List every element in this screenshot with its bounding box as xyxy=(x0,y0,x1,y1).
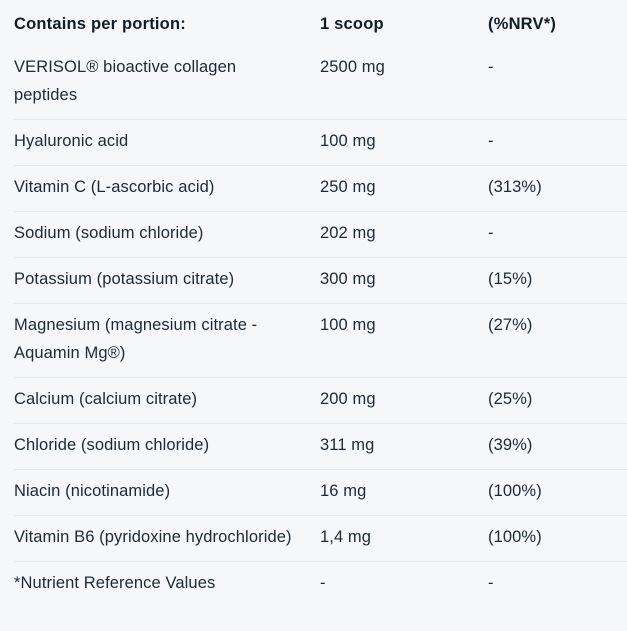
header-nrv-percent: (%NRV*) xyxy=(488,15,557,33)
ingredient-amount: 2500 mg xyxy=(320,58,385,76)
ingredient-amount: 202 mg xyxy=(320,224,376,242)
ingredient-nrv: (100%) xyxy=(488,482,542,500)
table-row: Niacin (nicotinamide) 16 mg (100%) xyxy=(14,469,627,515)
table-row: VERISOL® bioactive collagen peptides 250… xyxy=(14,46,627,119)
ingredient-amount: - xyxy=(320,574,326,592)
ingredient-nrv: - xyxy=(488,132,494,150)
ingredient-amount: 1,4 mg xyxy=(320,528,372,546)
ingredient-name: Chloride (sodium chloride) xyxy=(14,436,210,454)
ingredient-amount: 250 mg xyxy=(320,178,376,196)
ingredient-nrv: (15%) xyxy=(488,270,533,288)
table-header-row: Contains per portion: 1 scoop (%NRV*) xyxy=(14,0,627,46)
ingredient-amount: 16 mg xyxy=(320,482,367,500)
table-row: Vitamin C (L-ascorbic acid) 250 mg (313%… xyxy=(14,165,627,211)
ingredient-nrv: (27%) xyxy=(488,316,533,334)
ingredient-name: Vitamin B6 (pyridoxine hydrochloride) xyxy=(14,528,292,546)
ingredient-name: Hyaluronic acid xyxy=(14,132,129,150)
table-row: Calcium (calcium citrate) 200 mg (25%) xyxy=(14,377,627,423)
ingredient-nrv: (100%) xyxy=(488,528,542,546)
table-row: Potassium (potassium citrate) 300 mg (15… xyxy=(14,257,627,303)
ingredient-name: Sodium (sodium chloride) xyxy=(14,224,204,242)
ingredient-amount: 200 mg xyxy=(320,390,376,408)
ingredient-nrv: - xyxy=(488,224,494,242)
table-row: *Nutrient Reference Values - - xyxy=(14,561,627,607)
table-row: Magnesium (magnesium citrate - Aquamin M… xyxy=(14,303,627,377)
ingredient-nrv: - xyxy=(488,574,494,592)
ingredient-nrv: (39%) xyxy=(488,436,533,454)
header-contains-per-portion: Contains per portion: xyxy=(14,15,186,33)
ingredient-amount: 300 mg xyxy=(320,270,376,288)
table-row: Chloride (sodium chloride) 311 mg (39%) xyxy=(14,423,627,469)
ingredient-amount: 100 mg xyxy=(320,316,376,334)
ingredient-amount: 311 mg xyxy=(320,436,375,454)
ingredient-nrv: (25%) xyxy=(488,390,533,408)
ingredient-nrv: (313%) xyxy=(488,178,542,196)
ingredient-name: Calcium (calcium citrate) xyxy=(14,390,198,408)
ingredient-nrv: - xyxy=(488,58,494,76)
table-body: VERISOL® bioactive collagen peptides 250… xyxy=(14,46,627,607)
ingredient-name: Magnesium (magnesium citrate - Aquamin M… xyxy=(14,316,258,362)
ingredient-name: VERISOL® bioactive collagen peptides xyxy=(14,58,237,104)
ingredient-name: Niacin (nicotinamide) xyxy=(14,482,171,500)
table-row: Sodium (sodium chloride) 202 mg - xyxy=(14,211,627,257)
table-row: Hyaluronic acid 100 mg - xyxy=(14,119,627,165)
ingredient-amount: 100 mg xyxy=(320,132,376,150)
ingredient-name: *Nutrient Reference Values xyxy=(14,574,216,592)
table-row: Vitamin B6 (pyridoxine hydrochloride) 1,… xyxy=(14,515,627,561)
header-serving-size: 1 scoop xyxy=(320,15,384,33)
ingredient-name: Vitamin C (L-ascorbic acid) xyxy=(14,178,215,196)
ingredient-name: Potassium (potassium citrate) xyxy=(14,270,235,288)
